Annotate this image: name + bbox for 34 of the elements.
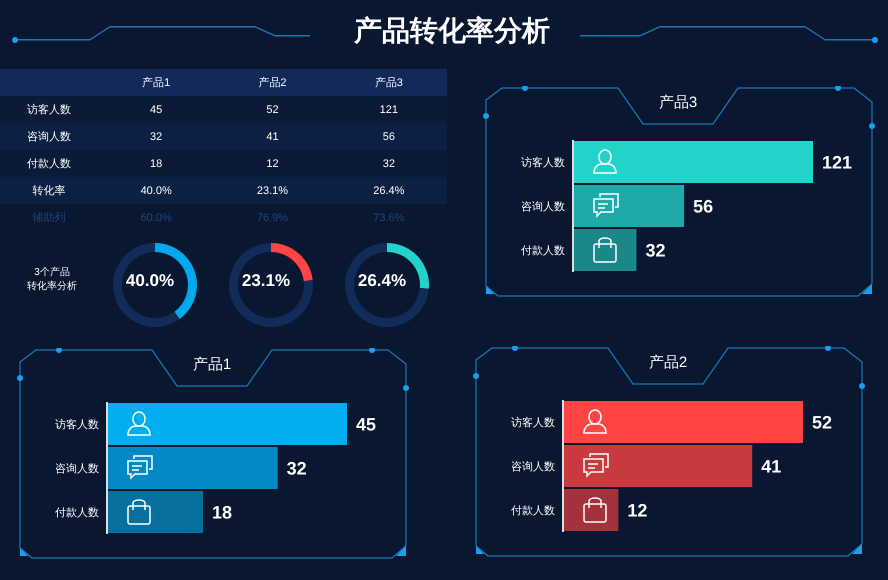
data-label: 41 — [761, 456, 782, 476]
chart-title: 产品1 — [192, 355, 232, 374]
donut-slice — [345, 243, 429, 327]
data-label: 56 — [693, 196, 714, 216]
text: 转化率分析 — [26, 280, 78, 294]
y-tick-label: 咨询人数 — [55, 462, 99, 475]
data-table: 产品1 产品2 产品3 访客人数 45 52 121 咨询人数 32 41 56 付款人数 18 12 32 转化率 40.0% 23.1% 26.4% 辅助列 60.0% 76.9% 73.6% — [0, 69, 447, 231]
text: 40.0% — [126, 271, 174, 290]
y-tick-label: 付款人数 — [521, 244, 565, 257]
data-label: 32 — [286, 458, 307, 478]
data-label: 45 — [356, 414, 376, 434]
category-label: 产品1 — [141, 76, 172, 91]
text: 23.1% — [242, 271, 290, 290]
category-label: 产品2 — [257, 76, 288, 91]
donut-slice — [229, 243, 313, 327]
y-tick-label: 付款人数 — [55, 506, 99, 519]
y-tick-label: 咨询人数 — [511, 460, 555, 473]
y-tick-label: 访客人数 — [521, 156, 565, 169]
data-label: 121 — [822, 152, 852, 172]
text: 3个产品 — [33, 266, 71, 280]
data-label: 32 — [645, 240, 666, 260]
y-tick-label: 付款人数 — [511, 504, 555, 517]
y-tick-label: 咨询人数 — [521, 200, 565, 213]
data-label: 12 — [627, 500, 648, 520]
data-label: 52 — [812, 412, 832, 432]
text: 26.4% — [358, 271, 406, 290]
data-label: 18 — [212, 502, 232, 522]
category-label: 产品3 — [374, 76, 404, 91]
chart-title: 产品3 — [658, 93, 698, 112]
text: 产品转化率分析 — [352, 14, 551, 48]
y-tick-label: 访客人数 — [511, 416, 555, 429]
y-tick-label: 访客人数 — [55, 418, 99, 431]
chart-title: 产品2 — [648, 353, 688, 372]
donut-slice — [113, 243, 180, 327]
